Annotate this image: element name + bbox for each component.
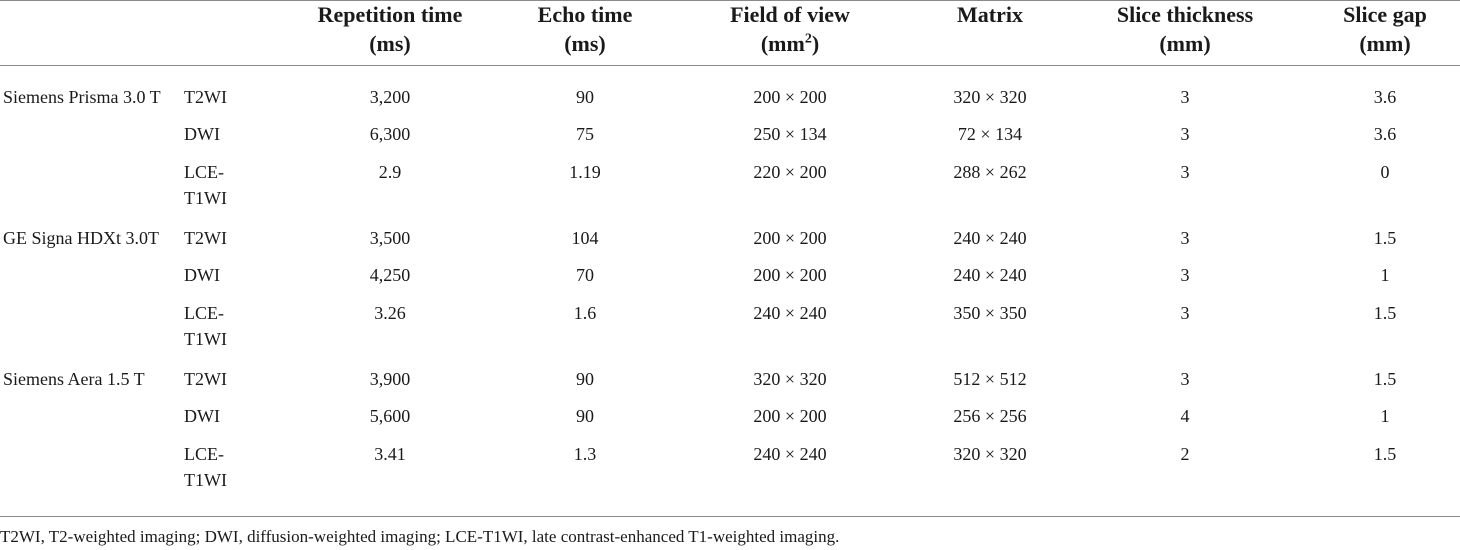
cell-matrix: 320 × 320 xyxy=(953,87,1027,107)
cell-field-of-view: 240 × 240 xyxy=(753,444,827,464)
scanner-name: Siemens Aera 1.5 T xyxy=(3,369,145,389)
sequence-name: LCE-T1WI xyxy=(184,162,227,208)
cell-slice-gap: 1.5 xyxy=(1373,369,1397,389)
header-matrix-label: Matrix xyxy=(957,2,1023,27)
cell-slice-thickness: 3 xyxy=(1180,369,1190,389)
cell-slice-gap: 3.6 xyxy=(1373,87,1397,107)
cell-slice-gap: 1.5 xyxy=(1373,303,1397,323)
cell-repetition-time: 5,600 xyxy=(369,406,411,426)
table-bottom-rule xyxy=(0,516,1460,517)
cell-slice-thickness: 3 xyxy=(1180,162,1190,182)
cell-repetition-time: 6,300 xyxy=(369,124,411,144)
cell-field-of-view: 200 × 200 xyxy=(753,406,827,426)
cell-slice-gap: 1 xyxy=(1380,406,1390,426)
cell-echo-time: 90 xyxy=(576,406,594,426)
cell-slice-thickness: 3 xyxy=(1180,303,1190,323)
header-echo-time: Echo time (ms) xyxy=(510,0,660,58)
header-slice-thickness-label: Slice thickness xyxy=(1116,2,1254,27)
sequence-name: LCE-T1WI xyxy=(184,303,227,349)
header-field-of-view: Field of view (mm2) xyxy=(700,0,880,58)
table-footnote: T2WI, T2-weighted imaging; DWI, diffusio… xyxy=(0,527,840,546)
cell-matrix: 256 × 256 xyxy=(953,406,1027,426)
cell-matrix: 288 × 262 xyxy=(953,162,1027,182)
cell-slice-thickness: 3 xyxy=(1180,228,1190,248)
cell-slice-gap: 1.5 xyxy=(1373,228,1397,248)
cell-echo-time: 1.6 xyxy=(573,303,597,323)
table-top-rule xyxy=(0,0,1460,1)
cell-repetition-time: 3,500 xyxy=(369,228,411,248)
cell-slice-thickness: 3 xyxy=(1180,124,1190,144)
header-slice-gap-unit: (mm) xyxy=(1359,31,1411,56)
header-slice-thickness-unit: (mm) xyxy=(1159,31,1211,56)
scanner-name: GE Signa HDXt 3.0T xyxy=(3,228,159,248)
sequence-name: T2WI xyxy=(184,369,227,389)
header-echo-time-label: Echo time xyxy=(537,2,633,27)
cell-field-of-view: 200 × 200 xyxy=(753,228,827,248)
cell-matrix: 350 × 350 xyxy=(953,303,1027,323)
cell-field-of-view: 320 × 320 xyxy=(753,369,827,389)
cell-slice-gap: 3.6 xyxy=(1373,124,1397,144)
cell-echo-time: 90 xyxy=(576,369,594,389)
sequence-name: DWI xyxy=(184,124,220,144)
cell-slice-gap: 1 xyxy=(1380,265,1390,285)
cell-field-of-view: 220 × 200 xyxy=(753,162,827,182)
header-slice-thickness: Slice thickness (mm) xyxy=(1085,0,1285,58)
cell-matrix: 240 × 240 xyxy=(953,228,1027,248)
header-matrix: Matrix xyxy=(920,0,1060,29)
cell-echo-time: 75 xyxy=(576,124,594,144)
cell-slice-thickness: 2 xyxy=(1180,444,1190,464)
cell-repetition-time: 3.41 xyxy=(374,444,406,464)
cell-repetition-time: 2.9 xyxy=(378,162,402,182)
header-echo-time-unit: (ms) xyxy=(564,31,606,56)
sequence-name: DWI xyxy=(184,406,220,426)
sequence-name: T2WI xyxy=(184,87,227,107)
header-slice-gap-label: Slice gap xyxy=(1343,2,1427,27)
cell-matrix: 240 × 240 xyxy=(953,265,1027,285)
cell-slice-thickness: 4 xyxy=(1180,406,1190,426)
cell-repetition-time: 3,200 xyxy=(369,87,411,107)
header-field-of-view-unit: (mm2) xyxy=(760,31,820,56)
cell-slice-gap: 1.5 xyxy=(1373,444,1397,464)
table-header-rule xyxy=(0,65,1460,66)
sequence-name: DWI xyxy=(184,265,220,285)
cell-echo-time: 70 xyxy=(576,265,594,285)
header-slice-gap: Slice gap (mm) xyxy=(1310,0,1460,58)
cell-field-of-view: 200 × 200 xyxy=(753,87,827,107)
cell-field-of-view: 200 × 200 xyxy=(753,265,827,285)
header-repetition-time-label: Repetition time xyxy=(317,2,463,27)
cell-echo-time: 104 xyxy=(571,228,599,248)
cell-repetition-time: 4,250 xyxy=(369,265,411,285)
cell-echo-time: 90 xyxy=(576,87,594,107)
cell-echo-time: 1.19 xyxy=(569,162,601,182)
header-repetition-time: Repetition time (ms) xyxy=(290,0,490,58)
header-repetition-time-unit: (ms) xyxy=(369,31,411,56)
cell-matrix: 512 × 512 xyxy=(953,369,1027,389)
cell-echo-time: 1.3 xyxy=(573,444,597,464)
cell-slice-thickness: 3 xyxy=(1180,87,1190,107)
cell-repetition-time: 3.26 xyxy=(374,303,406,323)
cell-field-of-view: 250 × 134 xyxy=(753,124,827,144)
sequence-name: T2WI xyxy=(184,228,227,248)
cell-matrix: 320 × 320 xyxy=(953,444,1027,464)
header-field-of-view-label: Field of view xyxy=(730,2,850,27)
cell-field-of-view: 240 × 240 xyxy=(753,303,827,323)
cell-slice-gap: 0 xyxy=(1380,162,1390,182)
cell-slice-thickness: 3 xyxy=(1180,265,1190,285)
scanner-name: Siemens Prisma 3.0 T xyxy=(3,87,161,107)
cell-matrix: 72 × 134 xyxy=(957,124,1023,144)
cell-repetition-time: 3,900 xyxy=(369,369,411,389)
sequence-name: LCE-T1WI xyxy=(184,444,227,490)
